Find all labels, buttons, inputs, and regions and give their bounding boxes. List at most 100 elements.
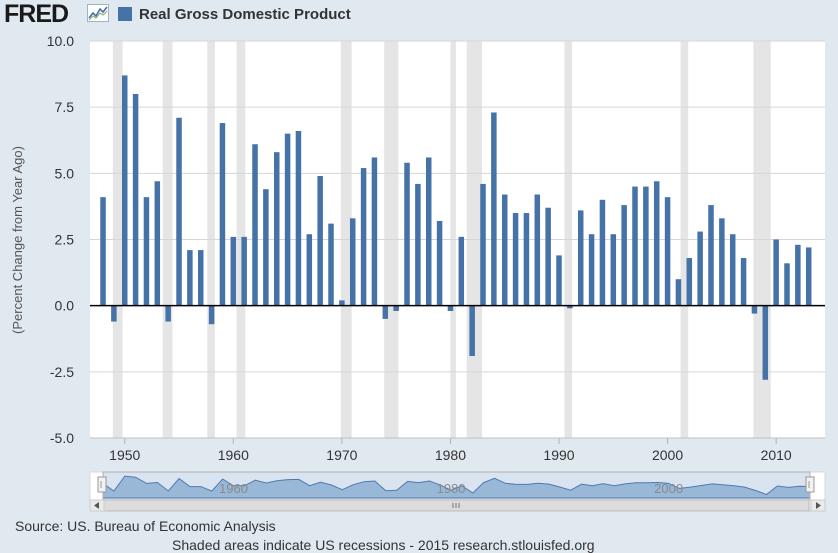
bar-2002[interactable] [686, 258, 693, 306]
bar-2000[interactable] [664, 197, 671, 306]
bar-1961[interactable] [241, 236, 247, 306]
bar-1974[interactable] [382, 305, 389, 319]
navigator-tick-label: 1960 [219, 481, 248, 496]
navigator-labels: 1960 1980 2000 [219, 481, 683, 496]
navigator-tick-label: 2000 [654, 481, 683, 496]
bar-1969[interactable] [328, 223, 334, 306]
axis-layer: 10.0 7.5 5.0 2.5 0.0 -2.5 -5.0 1950 1960 1970 1980… [47, 33, 825, 463]
bar-2004[interactable] [708, 205, 714, 306]
bar-1981[interactable] [458, 236, 465, 306]
bar-1956[interactable] [187, 250, 193, 306]
bar-1972[interactable] [360, 168, 367, 306]
bar-2009[interactable] [762, 305, 769, 380]
chart: 10.0 7.5 5.0 2.5 0.0 -2.5 -5.0 1950 1960 1970 1980… [10, 33, 826, 512]
bar-1998[interactable] [643, 186, 649, 306]
bar-2010[interactable] [773, 239, 779, 306]
bar-1959[interactable] [219, 123, 226, 306]
y-tick-label: 7.5 [55, 99, 75, 115]
navigator-handle-right[interactable] [805, 476, 815, 493]
x-tick-label: 1980 [435, 447, 466, 463]
y-tick-label: 2.5 [55, 232, 75, 248]
bar-2013[interactable] [805, 247, 812, 306]
bar-1968[interactable] [317, 175, 323, 306]
bar-2008[interactable] [751, 305, 758, 314]
navigator-handle-left[interactable] [97, 476, 107, 493]
bar-1995[interactable] [610, 234, 617, 306]
grip-icon [452, 503, 460, 508]
bar-1948[interactable] [100, 197, 106, 306]
bar-2005[interactable] [719, 218, 725, 306]
bar-1996[interactable] [621, 205, 627, 306]
bar-1953[interactable] [154, 181, 161, 306]
bar-1962[interactable] [252, 144, 258, 306]
bar-1989[interactable] [545, 207, 551, 306]
bar-1955[interactable] [176, 117, 182, 306]
fred-logo[interactable]: FRED [4, 0, 69, 28]
bar-1964[interactable] [273, 152, 280, 306]
y-tick-label: 5.0 [55, 165, 75, 181]
arrow-right-icon [816, 502, 821, 509]
bar-1966[interactable] [295, 130, 302, 306]
bar-1991[interactable] [567, 305, 573, 309]
bar-1954[interactable] [165, 305, 171, 322]
y-tick-label: 10.0 [47, 33, 74, 49]
bar-1997[interactable] [632, 186, 638, 306]
fred-graph-icon [87, 4, 109, 22]
bar-1973[interactable] [371, 157, 378, 306]
bar-1967[interactable] [306, 234, 313, 306]
bar-1979[interactable] [436, 220, 443, 306]
x-tick-label: 1950 [109, 447, 140, 463]
bar-layer [100, 75, 812, 380]
navigator-area [102, 475, 811, 499]
bar-1984[interactable] [491, 112, 497, 306]
bar-1980[interactable] [447, 305, 454, 311]
bar-1951[interactable] [132, 93, 139, 306]
legend-label: Real Gross Domestic Product [139, 5, 351, 23]
bar-1970[interactable] [339, 300, 345, 306]
bar-2001[interactable] [675, 279, 682, 306]
bar-1993[interactable] [588, 234, 595, 306]
bar-1992[interactable] [577, 210, 584, 306]
bar-1987[interactable] [523, 213, 530, 306]
bar-1977[interactable] [415, 183, 421, 306]
bar-1994[interactable] [599, 199, 606, 306]
arrow-left-icon [94, 502, 99, 509]
bar-1990[interactable] [556, 255, 562, 306]
bar-1965[interactable] [284, 133, 291, 306]
bar-1960[interactable] [230, 236, 237, 306]
bar-1957[interactable] [197, 250, 204, 306]
bar-2007[interactable] [740, 258, 747, 306]
bar-1985[interactable] [501, 194, 508, 306]
legend-swatch [118, 7, 132, 21]
navigator[interactable]: 1960 1980 2000 [89, 471, 826, 501]
bar-1952[interactable] [143, 197, 150, 306]
x-tick-label: 1960 [218, 447, 249, 463]
bar-1971[interactable] [349, 218, 356, 306]
scrollbar[interactable] [89, 499, 826, 512]
bar-1999[interactable] [653, 181, 660, 306]
navigator-tick-label: 1980 [437, 481, 466, 496]
bar-1978[interactable] [425, 157, 432, 306]
bar-2003[interactable] [697, 231, 703, 306]
legend[interactable]: Real Gross Domestic Product [118, 4, 351, 24]
bar-1976[interactable] [404, 162, 410, 306]
bar-2011[interactable] [784, 263, 790, 306]
bar-1983[interactable] [480, 183, 486, 306]
bar-1949[interactable] [111, 305, 117, 322]
bar-1986[interactable] [512, 213, 519, 306]
bar-2006[interactable] [729, 234, 736, 306]
x-tick-label: 2000 [652, 447, 683, 463]
bar-1958[interactable] [208, 305, 215, 325]
x-tick-label: 1990 [543, 447, 574, 463]
y-tick-label: -2.5 [50, 364, 74, 380]
bar-1975[interactable] [393, 305, 399, 311]
y-axis-title: (Percent Change from Year Ago) [10, 146, 25, 334]
x-tick-label: 2010 [761, 447, 792, 463]
bar-1988[interactable] [534, 194, 541, 306]
bar-1950[interactable] [121, 75, 128, 306]
bar-1963[interactable] [263, 189, 269, 306]
y-tick-label: -5.0 [50, 430, 74, 446]
bar-2012[interactable] [795, 244, 801, 306]
bar-1982[interactable] [469, 305, 475, 356]
x-tick-label: 1970 [326, 447, 357, 463]
